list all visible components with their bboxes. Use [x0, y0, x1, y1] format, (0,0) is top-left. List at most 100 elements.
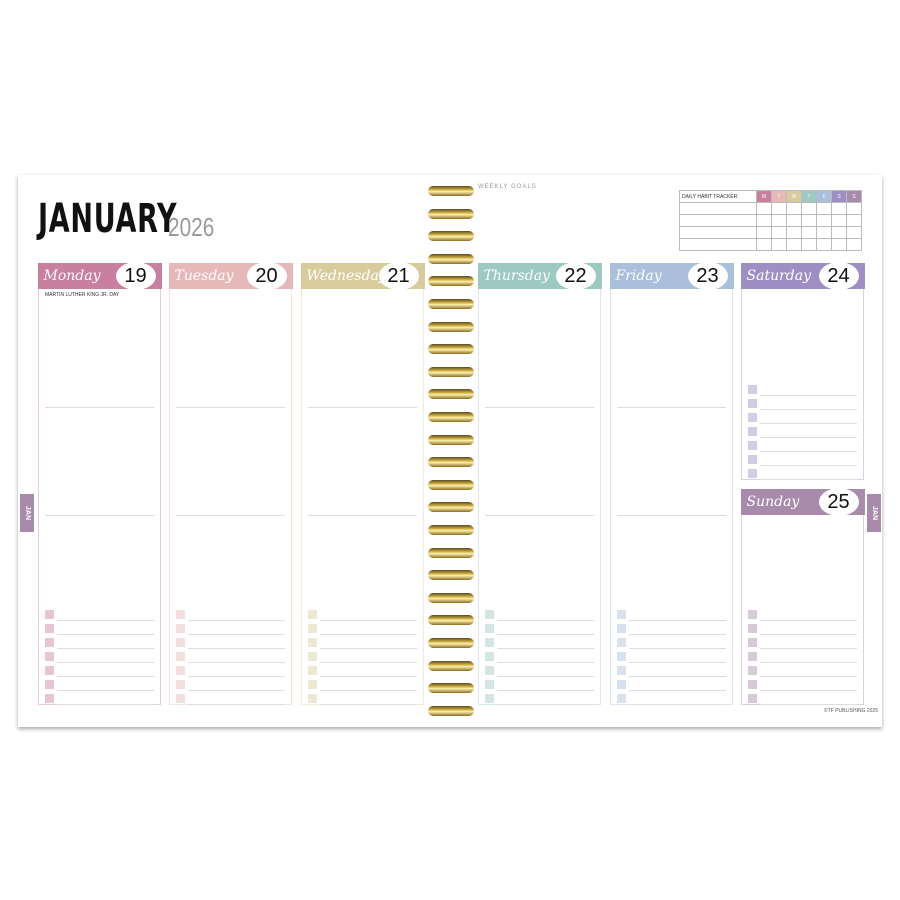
habit-input[interactable]	[679, 226, 757, 239]
habit-input[interactable]	[679, 238, 757, 251]
checkbox[interactable]	[176, 694, 185, 703]
tracker-cell[interactable]	[846, 226, 862, 239]
tracker-cell[interactable]	[771, 202, 787, 215]
tracker-cell[interactable]	[831, 202, 847, 215]
checkbox[interactable]	[748, 455, 757, 464]
tracker-cell[interactable]	[801, 214, 817, 227]
tracker-cell[interactable]	[771, 238, 787, 251]
checkbox[interactable]	[176, 652, 185, 661]
habit-tracker: DAILY HABIT TRACKER: M T W T F S S	[679, 190, 862, 251]
checkbox[interactable]	[748, 694, 757, 703]
checkbox[interactable]	[308, 680, 317, 689]
checklist-line	[497, 676, 594, 677]
tracker-cell[interactable]	[846, 238, 862, 251]
day-date: 24	[818, 261, 859, 290]
checkbox[interactable]	[748, 680, 757, 689]
checkbox[interactable]	[45, 610, 54, 619]
checkbox[interactable]	[617, 680, 626, 689]
checkbox[interactable]	[617, 610, 626, 619]
tracker-cell[interactable]	[816, 202, 832, 215]
checkbox[interactable]	[748, 610, 757, 619]
tracker-cell[interactable]	[831, 238, 847, 251]
checklist-line	[188, 676, 285, 677]
tracker-cell[interactable]	[771, 214, 787, 227]
tracker-cell[interactable]	[846, 202, 862, 215]
tracker-cell[interactable]	[771, 226, 787, 239]
tracker-cell[interactable]	[756, 238, 772, 251]
checkbox[interactable]	[308, 638, 317, 647]
checkbox[interactable]	[748, 652, 757, 661]
tracker-cell[interactable]	[816, 226, 832, 239]
checklist-line	[497, 690, 594, 691]
checkbox[interactable]	[176, 680, 185, 689]
habit-input[interactable]	[679, 214, 757, 227]
checkbox[interactable]	[617, 694, 626, 703]
day-column-friday[interactable]: Friday 23	[609, 261, 734, 705]
checkbox[interactable]	[748, 624, 757, 633]
checkbox[interactable]	[485, 694, 494, 703]
tracker-cell[interactable]	[786, 202, 802, 215]
checkbox[interactable]	[308, 666, 317, 675]
checkbox[interactable]	[45, 652, 54, 661]
checkbox[interactable]	[748, 469, 757, 478]
checkbox[interactable]	[45, 624, 54, 633]
checkbox[interactable]	[45, 666, 54, 675]
tracker-cell[interactable]	[786, 226, 802, 239]
checklist-line	[760, 676, 857, 677]
checkbox[interactable]	[748, 399, 757, 408]
checkbox[interactable]	[617, 666, 626, 675]
checkbox[interactable]	[308, 652, 317, 661]
checkbox[interactable]	[617, 638, 626, 647]
tracker-cell[interactable]	[801, 202, 817, 215]
day-column-wednesday[interactable]: Wednesday 21	[300, 261, 425, 705]
tracker-cell[interactable]	[786, 214, 802, 227]
tracker-cell[interactable]	[756, 202, 772, 215]
checkbox[interactable]	[748, 638, 757, 647]
tracker-cell[interactable]	[816, 238, 832, 251]
checkbox[interactable]	[45, 694, 54, 703]
checkbox[interactable]	[617, 652, 626, 661]
checkbox[interactable]	[748, 385, 757, 394]
checkbox[interactable]	[176, 624, 185, 633]
tracker-cell[interactable]	[801, 238, 817, 251]
tracker-cell[interactable]	[831, 214, 847, 227]
tracker-cell[interactable]	[816, 214, 832, 227]
day-column-sunday[interactable]: Sunday 25	[740, 487, 865, 705]
checkbox[interactable]	[485, 610, 494, 619]
checkbox[interactable]	[308, 694, 317, 703]
checkbox[interactable]	[308, 610, 317, 619]
habit-input[interactable]	[679, 202, 757, 215]
day-column-saturday[interactable]: Saturday 24	[740, 261, 865, 480]
day-column-thursday[interactable]: Thursday 22	[477, 261, 602, 705]
checkbox[interactable]	[45, 680, 54, 689]
checkbox[interactable]	[485, 638, 494, 647]
tracker-cell[interactable]	[831, 226, 847, 239]
checkbox[interactable]	[485, 624, 494, 633]
tracker-cell[interactable]	[786, 238, 802, 251]
spiral-ring	[428, 299, 474, 309]
checkbox[interactable]	[176, 666, 185, 675]
checkbox[interactable]	[176, 638, 185, 647]
tracker-cell[interactable]	[846, 214, 862, 227]
checkbox[interactable]	[45, 638, 54, 647]
month-tab-right[interactable]: JAN	[867, 494, 881, 532]
spiral-ring	[428, 592, 474, 603]
day-column-tuesday[interactable]: Tuesday 20	[168, 261, 293, 705]
checkbox[interactable]	[485, 680, 494, 689]
checkbox[interactable]	[748, 441, 757, 450]
tracker-cell[interactable]	[756, 226, 772, 239]
checklist-line	[320, 648, 417, 649]
tracker-cell[interactable]	[756, 214, 772, 227]
month-tab-left[interactable]: JAN	[20, 494, 34, 532]
checkbox[interactable]	[617, 624, 626, 633]
checkbox[interactable]	[485, 652, 494, 661]
checkbox[interactable]	[308, 624, 317, 633]
checkbox[interactable]	[748, 666, 757, 675]
day-column-monday[interactable]: Monday 19 Martin Luther King Jr. Day	[37, 261, 162, 705]
checkbox[interactable]	[748, 413, 757, 422]
checkbox[interactable]	[748, 427, 757, 436]
tracker-cell[interactable]	[801, 226, 817, 239]
checkbox[interactable]	[176, 610, 185, 619]
checkbox[interactable]	[485, 666, 494, 675]
day-date: 22	[555, 261, 596, 290]
